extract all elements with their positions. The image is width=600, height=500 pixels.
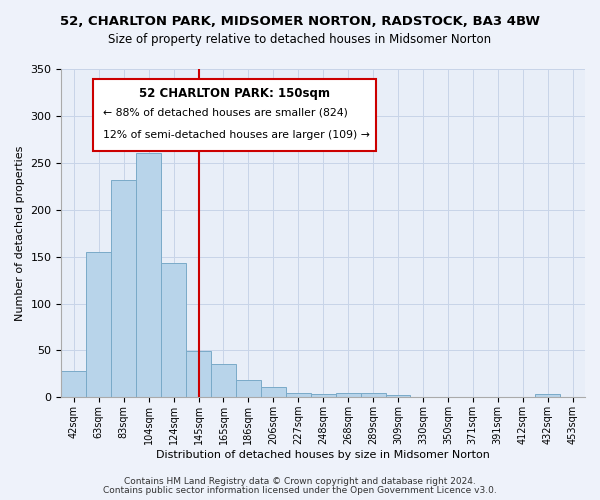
Bar: [61, 371, 86, 398]
Bar: [161, 263, 186, 398]
Bar: [111, 180, 136, 398]
Bar: [311, 394, 335, 398]
Y-axis label: Number of detached properties: Number of detached properties: [15, 146, 25, 321]
X-axis label: Distribution of detached houses by size in Midsomer Norton: Distribution of detached houses by size …: [156, 450, 490, 460]
Text: Contains public sector information licensed under the Open Government Licence v3: Contains public sector information licen…: [103, 486, 497, 495]
Bar: [535, 394, 560, 398]
Bar: [86, 252, 111, 398]
FancyBboxPatch shape: [93, 79, 376, 151]
Bar: [335, 392, 361, 398]
Bar: [186, 352, 211, 398]
Bar: [261, 387, 286, 398]
Text: ← 88% of detached houses are smaller (824): ← 88% of detached houses are smaller (82…: [103, 108, 348, 118]
Text: 52, CHARLTON PARK, MIDSOMER NORTON, RADSTOCK, BA3 4BW: 52, CHARLTON PARK, MIDSOMER NORTON, RADS…: [60, 15, 540, 28]
Bar: [286, 392, 311, 398]
Bar: [211, 364, 236, 398]
Text: Size of property relative to detached houses in Midsomer Norton: Size of property relative to detached ho…: [109, 32, 491, 46]
Bar: [236, 380, 261, 398]
Bar: [386, 396, 410, 398]
Bar: [136, 154, 161, 398]
Text: 52 CHARLTON PARK: 150sqm: 52 CHARLTON PARK: 150sqm: [139, 87, 329, 100]
Bar: [361, 392, 386, 398]
Text: 12% of semi-detached houses are larger (109) →: 12% of semi-detached houses are larger (…: [103, 130, 370, 140]
Text: Contains HM Land Registry data © Crown copyright and database right 2024.: Contains HM Land Registry data © Crown c…: [124, 477, 476, 486]
